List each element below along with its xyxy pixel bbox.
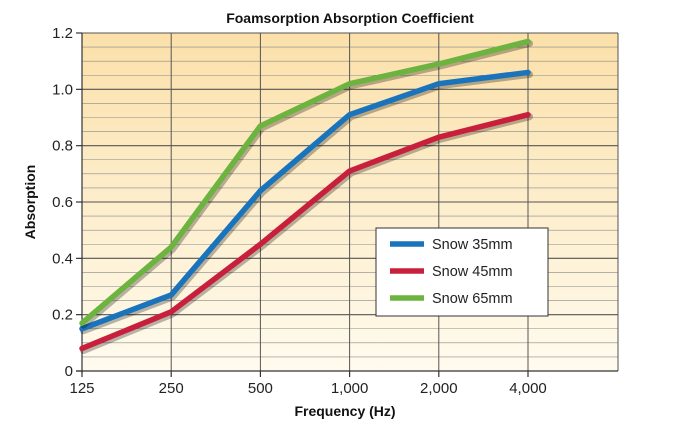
y-tick-label: 1.0 bbox=[52, 81, 73, 98]
x-tick-label: 4,000 bbox=[509, 380, 547, 397]
axes: 0 0.2 0.4 0.6 0.8 1.0 1.2 125 250 500 1,000 2,000 4,… bbox=[52, 25, 618, 397]
y-tick-label: 1.2 bbox=[52, 25, 73, 42]
legend-label: Snow 35mm bbox=[432, 237, 513, 253]
x-axis-title: Frequency (Hz) bbox=[294, 403, 395, 419]
series-lines bbox=[79, 38, 533, 354]
x-tick-label: 500 bbox=[248, 380, 273, 397]
legend: Snow 35mm Snow 45mm Snow 65mm bbox=[375, 227, 549, 317]
legend-label: Snow 65mm bbox=[432, 291, 513, 307]
x-tick-label: 1,000 bbox=[331, 380, 369, 397]
y-axis-title: Absorption bbox=[22, 165, 38, 240]
legend-label: Snow 45mm bbox=[432, 264, 513, 280]
y-tick-label: 0 bbox=[65, 363, 73, 380]
y-tick-label: 0.6 bbox=[52, 194, 73, 211]
y-tick-label: 0.4 bbox=[52, 250, 73, 267]
x-tick-label: 2,000 bbox=[420, 380, 458, 397]
series-line bbox=[79, 111, 531, 352]
chart-title: Foamsorption Absorption Coefficient bbox=[226, 10, 474, 26]
x-tick-label: 250 bbox=[159, 380, 184, 397]
y-tick-label: 0.8 bbox=[52, 138, 73, 155]
series-line bbox=[79, 69, 531, 332]
y-tick-label: 0.2 bbox=[52, 307, 73, 324]
x-tick-label: 125 bbox=[69, 380, 94, 397]
series-line bbox=[79, 38, 531, 326]
